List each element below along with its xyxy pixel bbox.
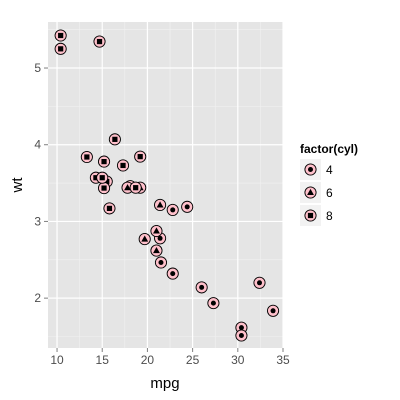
plot-panel — [48, 22, 283, 348]
marker-inner-square — [112, 136, 118, 142]
x-tick-label: 30 — [231, 353, 245, 367]
marker-inner-square — [106, 205, 113, 211]
x-tick-label: 10 — [50, 353, 64, 367]
marker-inner-circle — [238, 332, 244, 338]
data-point-triangle — [138, 233, 151, 246]
data-point-circle — [207, 297, 220, 310]
data-point-square — [96, 171, 109, 184]
data-point-square — [97, 155, 111, 168]
data-point-square — [93, 35, 106, 48]
legend-keys: 4 6 8 — [300, 159, 333, 226]
marker-inner-square — [99, 175, 105, 181]
data-point-square — [134, 150, 147, 163]
legend-label: 6 — [326, 186, 333, 200]
data-point-square — [108, 133, 121, 146]
legend-key-8: 8 — [300, 205, 333, 226]
marker-inner-square — [307, 212, 314, 219]
data-point-square — [54, 42, 67, 55]
y-tick-label: 5 — [34, 61, 41, 75]
marker-inner-circle — [184, 204, 190, 210]
marker-inner-square — [101, 185, 107, 191]
marker-inner-triangle — [141, 235, 149, 242]
marker-inner-circle — [170, 271, 176, 277]
data-point-circle — [267, 304, 280, 317]
marker-inner-circle — [257, 280, 262, 286]
data-point-square — [54, 29, 67, 42]
marker-inner-circle — [170, 207, 176, 213]
x-tick-label: 15 — [96, 353, 110, 367]
marker-inner-square — [58, 32, 64, 39]
y-tick-label: 3 — [34, 214, 41, 228]
marker-inner-triangle — [124, 184, 131, 191]
marker-inner-triangle — [156, 201, 164, 208]
data-point-square — [116, 159, 130, 172]
marker-inner-circle — [270, 308, 276, 314]
marker-inner-circle — [199, 284, 205, 290]
y-axis-ticks: 2 3 4 5 — [34, 61, 48, 305]
y-axis-title: wt — [9, 177, 26, 194]
data-point-triangle — [150, 244, 163, 257]
data-point-circle — [166, 267, 179, 280]
data-point-circle — [253, 276, 266, 289]
marker-inner-circle — [238, 325, 244, 331]
marker-inner-square — [137, 154, 143, 160]
marker-inner-circle — [158, 259, 164, 265]
legend-label: 8 — [326, 209, 333, 223]
y-tick-label: 4 — [34, 138, 41, 152]
marker-inner-square — [96, 38, 103, 45]
x-tick-label: 35 — [276, 353, 290, 367]
legend-key-6: 6 — [300, 182, 333, 203]
marker-inner-circle — [157, 235, 163, 241]
marker-inner-square — [84, 154, 90, 160]
legend: factor(cyl) 4 6 8 — [300, 142, 358, 226]
data-point-square — [103, 202, 116, 215]
data-point-square — [97, 182, 111, 195]
marker-inner-circle — [308, 167, 313, 172]
marker-inner-circle — [210, 300, 216, 306]
data-point-circle — [181, 200, 194, 213]
marker-inner-square — [133, 185, 139, 191]
major-gridlines — [48, 22, 284, 348]
legend-title: factor(cyl) — [300, 142, 358, 156]
data-point-circle — [154, 256, 168, 269]
legend-label: 4 — [326, 163, 333, 177]
x-tick-label: 25 — [186, 353, 200, 367]
data-points — [54, 29, 280, 342]
marker-inner-triangle — [307, 188, 314, 196]
y-tick-label: 2 — [34, 291, 41, 305]
marker-inner-square — [101, 159, 107, 165]
x-axis-title: mpg — [150, 375, 179, 392]
marker-inner-square — [58, 46, 64, 52]
marker-inner-triangle — [153, 227, 160, 234]
data-point-triangle — [150, 224, 163, 238]
data-point-circle — [166, 203, 179, 216]
data-point-circle — [235, 329, 248, 342]
marker-inner-square — [93, 175, 99, 181]
x-tick-label: 20 — [141, 353, 155, 367]
marker-inner-square — [120, 162, 126, 169]
data-point-square — [80, 150, 93, 164]
marker-inner-triangle — [153, 246, 160, 254]
data-point-square — [129, 181, 142, 194]
data-point-circle — [195, 281, 208, 294]
legend-key-4: 4 — [300, 159, 333, 180]
x-axis-ticks: 10 15 20 25 30 35 — [50, 348, 290, 367]
data-point-triangle — [154, 198, 167, 211]
